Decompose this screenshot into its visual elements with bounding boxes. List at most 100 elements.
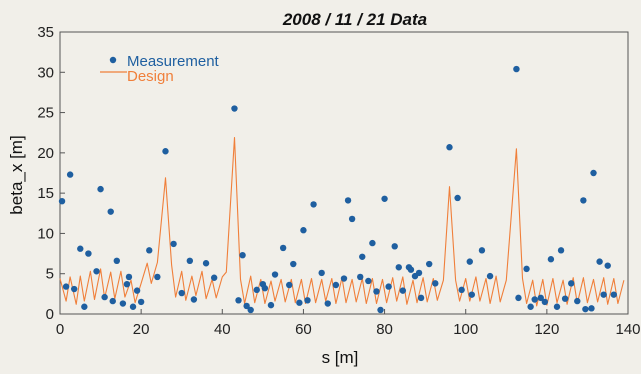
measurement-point — [77, 245, 84, 252]
measurement-point — [190, 296, 198, 303]
measurement-point — [561, 295, 569, 302]
measurement-point — [119, 300, 127, 307]
measurement-point — [109, 297, 116, 305]
measurement-point — [604, 262, 611, 269]
measurement-point — [359, 253, 366, 260]
measurement-point — [267, 301, 275, 309]
x-tick-label: 60 — [295, 321, 312, 338]
measurement-point — [231, 105, 238, 112]
measurement-point — [93, 268, 100, 275]
axis-ticks: 0 20 40 60 80 100 120 140 0 5 10 15 20 25 30 35 — [37, 24, 640, 338]
measurement-point — [239, 251, 246, 259]
y-tick-label: 35 — [37, 24, 54, 41]
measurement-point — [391, 243, 398, 250]
measurement-point — [340, 275, 348, 282]
measurement-point — [541, 298, 549, 306]
measurement-point — [81, 303, 88, 310]
measurement-point — [415, 269, 423, 277]
measurement-point — [574, 297, 581, 305]
measurement-point — [369, 239, 376, 247]
measurement-point — [304, 297, 311, 304]
x-axis-label: s [m] — [322, 348, 359, 367]
measurement-point — [365, 277, 372, 285]
measurement-point — [377, 306, 384, 314]
measurement-point — [568, 280, 575, 287]
measurement-point — [146, 247, 153, 254]
measurement-point — [486, 272, 494, 280]
measurement-point — [154, 273, 161, 281]
measurement-point — [62, 283, 70, 290]
plot-frame — [59, 31, 629, 315]
measurement-point — [296, 299, 303, 306]
y-tick-label: 15 — [37, 185, 54, 202]
measurement-point — [547, 256, 555, 263]
measurement-point — [515, 294, 522, 302]
measurement-point — [513, 65, 520, 73]
x-tick-label: 120 — [534, 321, 559, 338]
measurement-point — [527, 303, 534, 310]
measurement-point — [385, 283, 392, 290]
measurement-point — [531, 296, 538, 303]
measurement-point — [186, 257, 194, 265]
measurement-point — [286, 281, 293, 289]
measurement-point — [417, 294, 425, 302]
measurement-point — [381, 195, 388, 202]
measurement-point — [85, 250, 92, 257]
measurement-point — [107, 208, 114, 215]
x-tick-label: 100 — [453, 321, 478, 338]
measurement-point — [446, 144, 453, 151]
y-tick-label: 25 — [37, 105, 54, 122]
measurement-point — [553, 303, 561, 310]
measurement-point — [399, 287, 407, 294]
measurement-point — [478, 247, 486, 254]
measurement-point — [588, 305, 595, 312]
y-tick-label: 0 — [46, 306, 54, 323]
measurement-point — [101, 293, 108, 301]
y-tick-label: 10 — [37, 225, 54, 242]
measurement-point — [458, 286, 465, 294]
measurement-point — [210, 274, 218, 281]
measurement-point — [97, 185, 104, 193]
legend: Measurement Design — [100, 53, 220, 85]
y-axis-label: beta_x [m] — [7, 135, 26, 214]
y-tick-label: 30 — [37, 64, 54, 81]
x-tick-label: 0 — [56, 321, 64, 338]
x-tick-label: 20 — [133, 321, 150, 338]
x-tick-label: 80 — [376, 321, 393, 338]
measurement-point — [596, 258, 603, 265]
measurement-point — [129, 303, 137, 310]
measurement-point — [344, 197, 352, 204]
y-tick-label: 20 — [37, 145, 54, 162]
measurement-point — [395, 264, 402, 271]
measurement-point — [590, 169, 597, 177]
measurement-point — [253, 286, 260, 294]
measurement-point — [610, 291, 617, 298]
measurement-point — [261, 285, 269, 292]
legend-measurement-marker — [109, 56, 117, 64]
measurement-point — [537, 294, 544, 302]
chart-title: 2008 / 11 / 21 Data — [282, 10, 427, 29]
measurement-point — [600, 291, 607, 298]
measurement-point — [357, 273, 364, 281]
measurement-point — [123, 280, 131, 288]
measurement-point — [247, 306, 254, 314]
measurement-point — [318, 269, 325, 277]
measurement-point — [580, 197, 587, 204]
measurement-point — [243, 302, 250, 310]
measurement-point — [170, 240, 177, 248]
measurement-point — [162, 148, 169, 155]
measurement-point — [71, 285, 78, 293]
measurement-point — [432, 280, 439, 287]
measurement-point — [66, 171, 74, 178]
measurement-point — [426, 260, 433, 268]
measurement-point — [557, 247, 565, 254]
measurement-series — [58, 65, 617, 314]
measurement-point — [373, 288, 380, 295]
legend-design-label: Design — [127, 68, 174, 85]
x-tick-label: 140 — [615, 321, 640, 338]
measurement-point — [468, 291, 475, 298]
measurement-point — [523, 265, 530, 273]
measurement-point — [137, 298, 145, 306]
measurement-point — [58, 198, 66, 205]
